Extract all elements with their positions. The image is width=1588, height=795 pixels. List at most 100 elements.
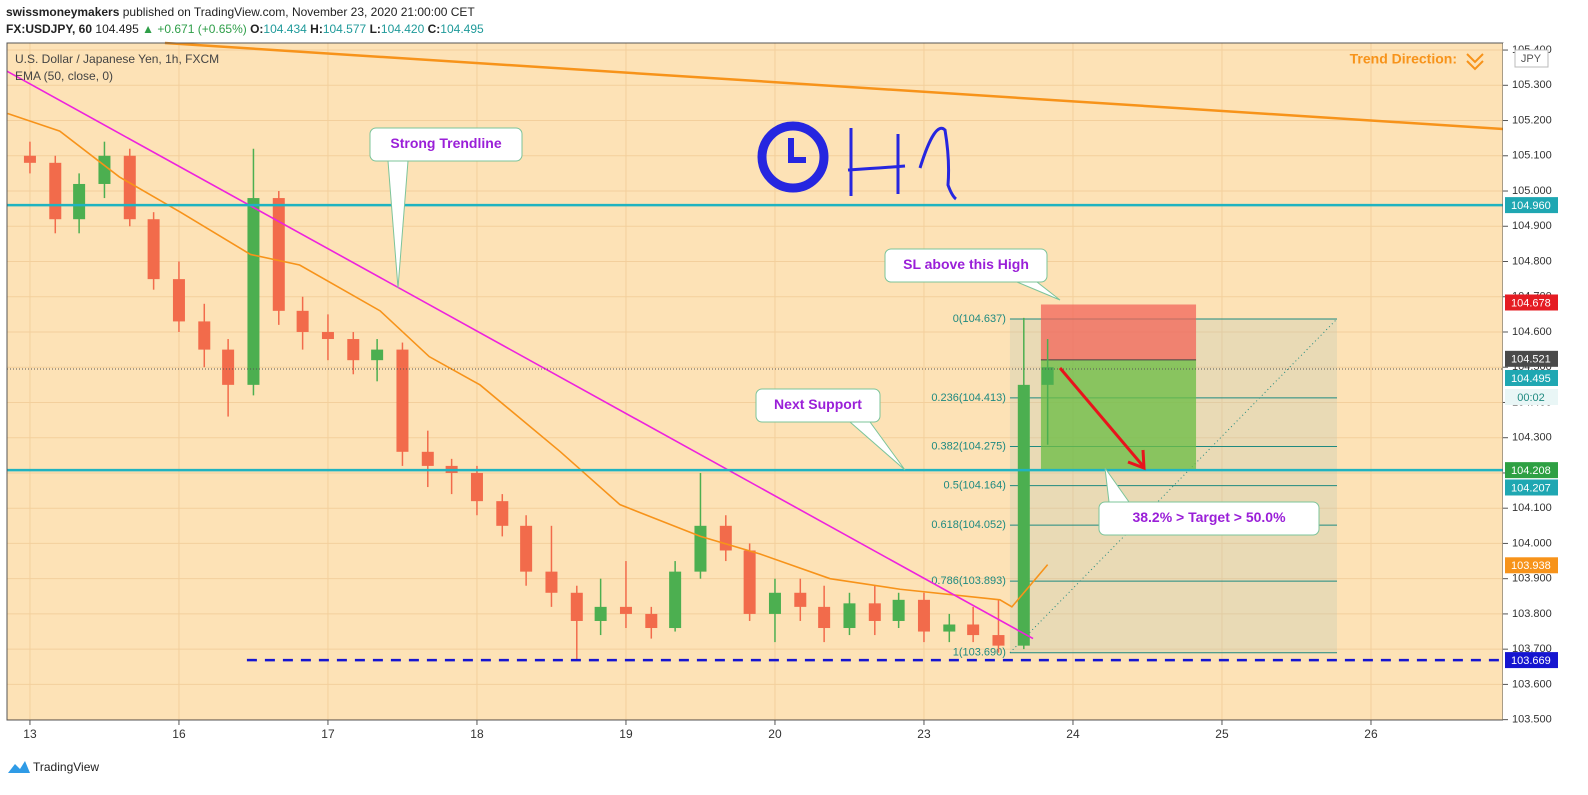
fib-label: 0.786(103.893) bbox=[931, 575, 1006, 587]
ohlc-value: 104.577 bbox=[322, 22, 367, 36]
chart-title: U.S. Dollar / Japanese Yen, 1h, FXCM bbox=[15, 52, 219, 66]
y-tick-label: 105.100 bbox=[1512, 150, 1552, 162]
price-badge bbox=[1505, 557, 1558, 574]
price-badge-label: 104.521 bbox=[1511, 354, 1551, 366]
candle-body bbox=[892, 599, 905, 621]
x-tick-label: 19 bbox=[619, 727, 633, 741]
y-tick-label: 104.800 bbox=[1512, 255, 1552, 267]
x-tick-label: 16 bbox=[172, 727, 186, 741]
x-tick-label: 24 bbox=[1066, 727, 1080, 741]
candle-body bbox=[172, 279, 185, 322]
x-tick-label: 17 bbox=[321, 727, 335, 741]
candle-body bbox=[545, 571, 558, 593]
y-tick-label: 104.600 bbox=[1512, 326, 1552, 338]
callout-text: SL above this High bbox=[903, 256, 1029, 272]
price-badge bbox=[1505, 462, 1558, 479]
candle-body bbox=[694, 525, 707, 572]
price-badge bbox=[1505, 479, 1558, 496]
x-tick-label: 23 bbox=[917, 727, 931, 741]
y-tick-label: 103.600 bbox=[1512, 678, 1552, 690]
y-tick-label: 105.300 bbox=[1512, 79, 1552, 91]
candle-body bbox=[1017, 384, 1030, 646]
y-tick-label: 104.100 bbox=[1512, 502, 1552, 514]
callout-box bbox=[884, 248, 1048, 283]
ohlc-label: C: bbox=[427, 22, 441, 36]
x-tick-label: 13 bbox=[23, 727, 37, 741]
trendline bbox=[6, 70, 1034, 640]
last: 104.495 bbox=[95, 22, 139, 36]
fib-label: 0.236(104.413) bbox=[931, 392, 1006, 404]
trend-chevrons bbox=[1466, 53, 1484, 71]
timeframe-drawing bbox=[757, 121, 957, 201]
y-tick-label: 104.900 bbox=[1512, 220, 1552, 232]
fib-label: 0(104.637) bbox=[953, 313, 1006, 325]
candle-body bbox=[943, 624, 956, 632]
candle-body bbox=[23, 155, 36, 163]
ohlc-value: 104.434 bbox=[263, 22, 307, 36]
target-zone bbox=[1040, 359, 1197, 471]
publish-line: swissmoneymakers published on TradingVie… bbox=[6, 4, 484, 21]
x-tick-label: 18 bbox=[470, 727, 484, 741]
quote-line: FX:USDJPY, 60 104.495 ▲ +0.671 (+0.65%) … bbox=[6, 21, 484, 38]
brand: TradingView bbox=[33, 760, 99, 774]
candle-body bbox=[743, 550, 756, 614]
candle-body bbox=[73, 183, 86, 220]
candle-body bbox=[719, 525, 732, 551]
candle-body bbox=[421, 451, 434, 466]
fib-label: 0.5(104.164) bbox=[944, 480, 1006, 492]
price-badge-label: 104.208 bbox=[1511, 465, 1551, 477]
y-tick-label: 105.200 bbox=[1512, 114, 1552, 126]
x-tick-label: 26 bbox=[1364, 727, 1378, 741]
candle-body bbox=[594, 606, 607, 621]
candle-body bbox=[496, 501, 509, 526]
callout-text: Strong Trendline bbox=[390, 135, 501, 151]
price-badge-label: 103.938 bbox=[1511, 560, 1551, 572]
callout-box bbox=[369, 127, 523, 162]
y-tick-label: 103.700 bbox=[1512, 643, 1552, 655]
ohlc-label: H: bbox=[310, 22, 323, 36]
candle-body bbox=[967, 624, 980, 636]
candle-body bbox=[198, 321, 211, 350]
y-tick-label: 104.300 bbox=[1512, 432, 1552, 444]
y-tick-label: 104.000 bbox=[1512, 537, 1552, 549]
candle-body bbox=[645, 613, 658, 629]
candle-body bbox=[296, 310, 309, 332]
fib-label: 0.382(104.275) bbox=[931, 440, 1006, 452]
currency-box bbox=[1514, 49, 1549, 68]
countdown-box bbox=[1505, 388, 1558, 405]
candle-body bbox=[98, 155, 111, 184]
x-tick-label: 25 bbox=[1215, 727, 1229, 741]
countdown: 00:02 bbox=[1517, 392, 1545, 404]
candle-body bbox=[470, 472, 483, 502]
trend-label: Trend Direction: bbox=[1350, 51, 1457, 67]
price-badge-label: 104.678 bbox=[1511, 297, 1551, 309]
candle-body bbox=[570, 592, 583, 621]
ohlc-label: L: bbox=[369, 22, 381, 36]
candle-body bbox=[843, 603, 856, 629]
target-arrow bbox=[1058, 367, 1146, 471]
candle-body bbox=[669, 571, 682, 629]
change: ▲ +0.671 (+0.65%) bbox=[142, 22, 247, 36]
fib-label: 0.618(104.052) bbox=[931, 519, 1006, 531]
candle-body bbox=[992, 635, 1005, 646]
currency: JPY bbox=[1521, 53, 1542, 65]
fib-label: 1(103.690) bbox=[953, 647, 1006, 659]
candle-body bbox=[619, 606, 632, 614]
price-badge-label: 104.960 bbox=[1511, 200, 1551, 212]
candle-body bbox=[147, 219, 160, 280]
candle-body bbox=[49, 162, 62, 220]
candle-body bbox=[123, 155, 136, 220]
y-tick-label: 103.800 bbox=[1512, 608, 1552, 620]
ohlc-value: 104.495 bbox=[440, 22, 484, 36]
candle-body bbox=[917, 599, 930, 632]
price-badge bbox=[1505, 294, 1558, 311]
y-tick-label: 103.500 bbox=[1512, 714, 1552, 726]
price-badge-label: 104.495 bbox=[1511, 373, 1551, 385]
candle-body bbox=[222, 349, 235, 385]
ema-legend: EMA (50, close, 0) bbox=[15, 69, 113, 83]
symbol: FX:USDJPY, 60 bbox=[6, 22, 93, 36]
callout-text: 38.2% > Target > 50.0% bbox=[1132, 509, 1286, 525]
callout-text: Next Support bbox=[774, 396, 862, 412]
x-tick-label: 20 bbox=[768, 727, 782, 741]
